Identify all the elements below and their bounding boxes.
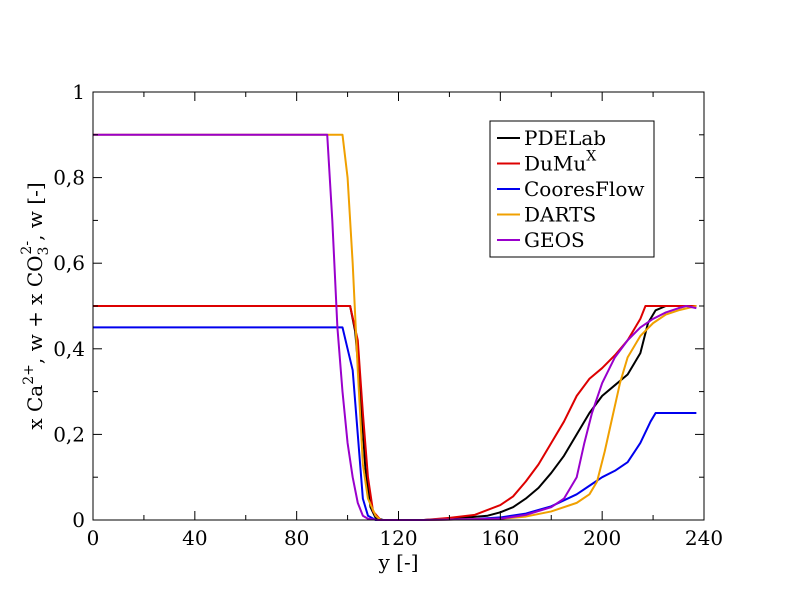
legend-label-cooresflow: CooresFlow [524,177,644,201]
legend-label-pdelab: PDELab [524,126,606,150]
series-layer [93,133,697,521]
legend-label-text: DuMu [524,152,586,176]
legend-label-text: CooresFlow [524,177,644,201]
axis-ticks [92,91,705,521]
y-tick-label: 0,4 [53,337,85,361]
series-line-pdelab [93,305,697,521]
x-tick-label: 40 [182,526,207,550]
series-line-dumu [93,305,697,521]
y-tick-label: 0,2 [53,422,85,446]
x-tick-label: 0 [87,526,100,550]
legend-label-dumu: DuMuX [524,149,596,176]
y-axis-title-part: 2+ [21,364,37,385]
legend-label-geos: GEOS [524,228,585,252]
series-line-darts [93,133,697,521]
x-tick-label: 160 [481,526,519,550]
legend-label-text: GEOS [524,228,585,252]
series-line-cooresflow [93,326,697,521]
y-axis-title-part: , w [-] [23,182,47,241]
y-axis-tick-labels: 0 0,2 0,4 0,6 0,8 1 [53,80,85,532]
legend-label-text: PDELab [524,126,606,150]
y-tick-label: 0 [72,508,85,532]
y-tick-label: 0,6 [53,251,85,275]
legend-label-darts: DARTS [524,203,596,227]
y-tick-label: 1 [72,80,85,104]
y-axis-title-part: x Ca [23,385,47,430]
y-tick-label: 0,8 [53,166,85,190]
y-axis-title: x Ca2+, w + x CO32-, w [-] [19,182,52,429]
x-axis-title: y [-] [377,550,418,574]
x-tick-label: 200 [583,526,621,550]
series-line-geos [93,133,697,521]
y-axis-title-part: , w + x CO [23,255,47,364]
x-tick-label: 240 [685,526,723,550]
x-axis-tick-labels: 0 40 80 120 160 200 240 [87,526,723,550]
y-axis-title-part: 2- [19,241,35,255]
x-tick-label: 120 [379,526,417,550]
x-tick-label: 80 [284,526,309,550]
legend-label-text: DARTS [524,203,596,227]
y-axis-title-part: 3 [36,247,52,256]
legend-label-superscript: X [586,149,596,165]
